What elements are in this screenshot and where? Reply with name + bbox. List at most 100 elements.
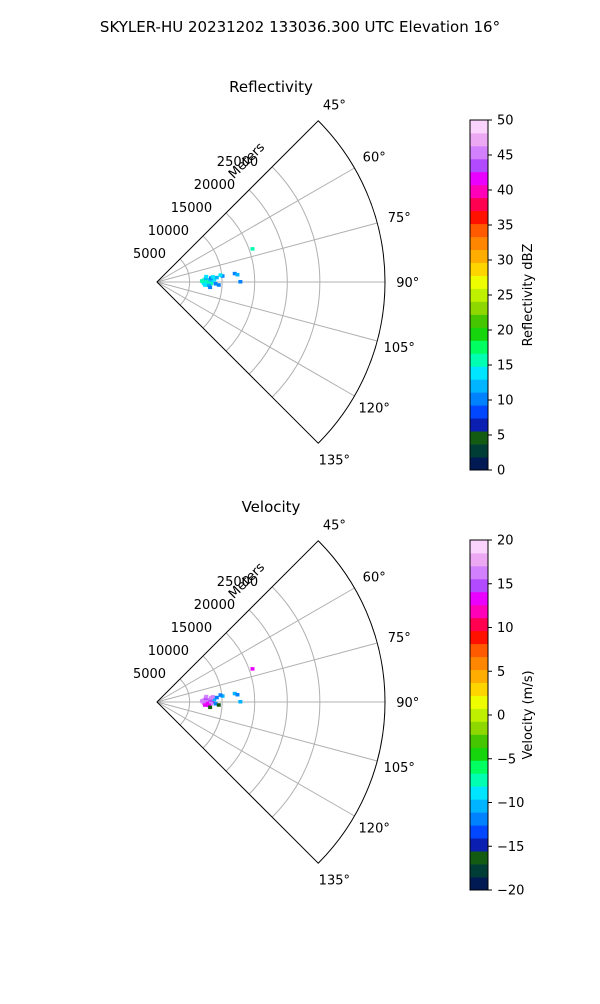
azimuth-gridline xyxy=(156,587,355,703)
colorbar-segment xyxy=(470,457,488,471)
colorbar-segment xyxy=(470,132,488,147)
echo-cell xyxy=(207,280,212,284)
range-tick-label: 25000 xyxy=(217,575,258,590)
azimuth-tick-label: 60° xyxy=(363,151,386,166)
colorbar-segment xyxy=(470,695,488,709)
echo-cell xyxy=(205,698,210,702)
echo-cell xyxy=(207,700,212,704)
colorbar-segment xyxy=(470,825,488,839)
echo-cell xyxy=(250,247,255,251)
echo-cell xyxy=(205,281,210,286)
colorbar-segment xyxy=(470,327,488,341)
colorbar-tick-label: −20 xyxy=(497,884,524,899)
range-tick-label: 5000 xyxy=(133,667,166,682)
colorbar-tick-label: 0 xyxy=(497,709,505,724)
azimuth-gridline xyxy=(156,281,355,397)
azimuth-tick-label: 135° xyxy=(319,873,350,888)
azimuth-tick-label: 105° xyxy=(384,761,415,776)
colorbar-segment xyxy=(470,656,488,671)
colorbar-segment xyxy=(470,552,488,567)
colorbar-segment xyxy=(470,734,488,748)
echo-cell xyxy=(212,697,217,702)
echo-cell xyxy=(206,283,211,288)
echo-cell xyxy=(208,285,213,290)
colorbar-segment xyxy=(470,799,488,813)
velocity-panel: Velocity 45° 60° 75° 90° 105° 120° 135° 5000 1000… xyxy=(133,498,536,899)
colorbar-tick-label: 30 xyxy=(497,254,514,269)
echo-cell xyxy=(203,283,208,287)
panel-title: Reflectivity xyxy=(229,78,313,96)
colorbar-segment xyxy=(470,392,488,406)
colorbar-segment xyxy=(470,851,488,865)
colorbar-segment xyxy=(470,578,488,593)
azimuth-gridline xyxy=(156,167,355,283)
colorbar-segment xyxy=(470,747,488,761)
azimuth-tick-label: 105° xyxy=(384,341,415,356)
colorbar-segment xyxy=(470,340,488,354)
colorbar-tick-label: 35 xyxy=(497,219,514,234)
range-tick-label: 25000 xyxy=(217,155,258,170)
colorbar-tick-label: 10 xyxy=(497,394,514,409)
colorbar-segment xyxy=(470,617,488,632)
echo-cell xyxy=(199,279,204,283)
colorbar-segment xyxy=(470,708,488,722)
sector-frame xyxy=(156,120,386,444)
colorbar-segment xyxy=(470,877,488,891)
colorbar-tick-label: 20 xyxy=(497,534,514,549)
echo-cell xyxy=(199,699,204,703)
colorbar-tick-label: 15 xyxy=(497,577,514,592)
sector-frame xyxy=(156,540,386,864)
range-tick-label: 15000 xyxy=(171,621,212,636)
azimuth-tick-label: 45° xyxy=(323,519,346,534)
colorbar-segment xyxy=(470,120,488,134)
echo-cell xyxy=(232,691,237,696)
colorbar-segment xyxy=(470,158,488,173)
echo-cell xyxy=(203,276,208,281)
echo-cell xyxy=(250,667,255,671)
azimuth-tick-label: 75° xyxy=(388,211,411,226)
echo-cell xyxy=(210,700,215,704)
colorbar-segment xyxy=(470,379,488,393)
azimuth-tick-label: 120° xyxy=(359,821,390,836)
colorbar-tick-label: 25 xyxy=(497,289,514,304)
azimuth-tick-label: 135° xyxy=(319,453,350,468)
colorbar-segment xyxy=(470,721,488,735)
colorbar-segment xyxy=(470,431,488,445)
echo-cell xyxy=(210,275,215,279)
echo-cell xyxy=(216,703,221,707)
colorbar-segment xyxy=(470,314,488,328)
colorbar-tick-label: 5 xyxy=(497,665,505,680)
azimuth-gridline xyxy=(156,222,378,283)
echo-cell xyxy=(209,281,214,286)
colorbar-segment xyxy=(470,145,488,160)
azimuth-tick-label: 60° xyxy=(363,571,386,586)
colorbar-segment xyxy=(470,682,488,696)
echo-cell xyxy=(218,693,223,697)
colorbar-label: Reflectivity dBZ xyxy=(521,244,536,347)
azimuth-gridline xyxy=(156,642,378,703)
echo-cell xyxy=(212,277,217,282)
colorbar-segment xyxy=(470,275,488,289)
range-tick-label: 5000 xyxy=(133,247,166,262)
colorbar-tick-label: −5 xyxy=(497,752,516,767)
echo-cell xyxy=(208,705,213,710)
azimuth-tick-label: 75° xyxy=(388,631,411,646)
colorbar-segment xyxy=(470,171,488,186)
colorbar-segment xyxy=(470,864,488,878)
colorbar-tick-label: 20 xyxy=(497,324,514,339)
reflectivity-panel: Reflectivity 45° 60° 75° 90° 105° 120° 135° 5000… xyxy=(133,78,536,479)
colorbar-segment xyxy=(470,301,488,315)
colorbar-segment xyxy=(470,288,488,302)
azimuth-tick-label: 90° xyxy=(396,276,419,291)
echo-cell xyxy=(214,695,219,700)
azimuth-gridline xyxy=(156,281,378,342)
colorbar-segment xyxy=(470,236,488,251)
echo-cell xyxy=(204,274,209,279)
figure-title: SKYLER-HU 20231202 133036.300 UTC Elevat… xyxy=(100,18,500,36)
echo-cell xyxy=(216,283,221,287)
colorbar-segment xyxy=(470,444,488,458)
range-tick-label: 20000 xyxy=(194,178,235,193)
echo-cell xyxy=(213,282,218,286)
colorbar-segment xyxy=(470,604,488,619)
colorbar-segment xyxy=(470,540,488,554)
